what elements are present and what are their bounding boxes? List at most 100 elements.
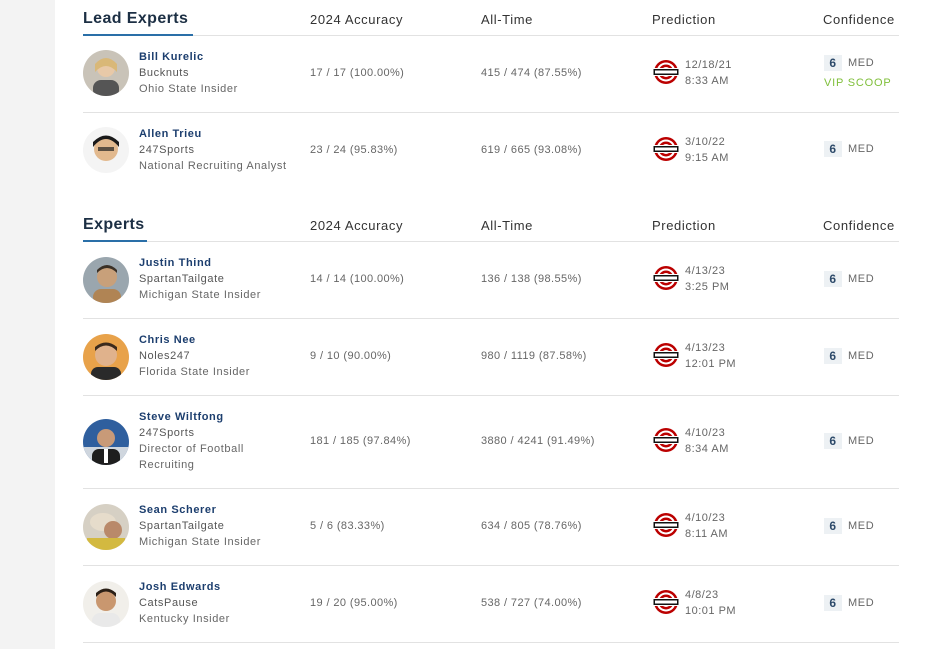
confidence: 6 MED bbox=[824, 348, 874, 364]
prediction-timestamp: 4/10/23 8:11 AM bbox=[685, 510, 728, 542]
expert-role: Michigan State Insider bbox=[139, 536, 262, 548]
section-title: Experts bbox=[83, 216, 145, 233]
section-title-underline bbox=[83, 34, 193, 36]
accuracy-value: 5 / 6 (83.33%) bbox=[310, 520, 385, 532]
prediction-date: 4/8/23 bbox=[685, 589, 719, 601]
table-row[interactable]: Steve Wiltfong 247Sports Director of Foo… bbox=[83, 396, 899, 489]
prediction-timestamp: 4/10/23 8:34 AM bbox=[685, 425, 729, 457]
confidence: 6 MED bbox=[824, 55, 874, 71]
section-title: Lead Experts bbox=[83, 10, 189, 27]
expert-org: SpartanTailgate bbox=[139, 520, 225, 532]
confidence: 6 MED bbox=[824, 271, 874, 287]
expert-role: Michigan State Insider bbox=[139, 289, 262, 301]
table-row[interactable]: Justin Thind SpartanTailgate Michigan St… bbox=[83, 242, 899, 319]
prediction-timestamp: 3/10/22 9:15 AM bbox=[685, 134, 729, 166]
expert-role: Florida State Insider bbox=[139, 366, 251, 378]
expert-name[interactable]: Justin Thind bbox=[139, 257, 212, 269]
expert-role: Kentucky Insider bbox=[139, 613, 230, 625]
confidence: 6 MED bbox=[824, 595, 874, 611]
ohio-state-logo-icon bbox=[652, 588, 680, 616]
expert-info: Justin Thind SpartanTailgate Michigan St… bbox=[139, 255, 261, 303]
col-prediction: Prediction bbox=[652, 218, 716, 233]
expert-avatar[interactable] bbox=[83, 581, 129, 627]
prediction-date: 4/10/23 bbox=[685, 427, 726, 439]
prediction-date: 4/13/23 bbox=[685, 342, 726, 354]
expert-role-continued: Recruiting bbox=[139, 459, 195, 471]
expert-info: Josh Edwards CatsPause Kentucky Insider bbox=[139, 579, 230, 627]
ohio-state-logo-icon bbox=[652, 135, 680, 163]
prediction-time: 8:34 AM bbox=[685, 443, 729, 455]
expert-avatar[interactable] bbox=[83, 257, 129, 303]
accuracy-value: 14 / 14 (100.00%) bbox=[310, 273, 405, 285]
expert-name[interactable]: Allen Trieu bbox=[139, 128, 202, 140]
table-row[interactable]: Chris Nee Noles247 Florida State Insider… bbox=[83, 319, 899, 396]
col-confidence: Confidence bbox=[823, 218, 895, 233]
expert-name[interactable]: Sean Scherer bbox=[139, 504, 217, 516]
col-accuracy: 2024 Accuracy bbox=[310, 218, 404, 233]
expert-avatar[interactable] bbox=[83, 334, 129, 380]
table-row[interactable]: Josh Edwards CatsPause Kentucky Insider … bbox=[83, 566, 899, 643]
col-alltime: All-Time bbox=[481, 218, 533, 233]
col-confidence: Confidence bbox=[823, 12, 895, 27]
table-row[interactable]: Bill Kurelic Bucknuts Ohio State Insider… bbox=[83, 36, 899, 113]
confidence-badge: 6 bbox=[824, 595, 842, 611]
prediction-timestamp: 12/18/21 8:33 AM bbox=[685, 57, 732, 89]
expert-org: SpartanTailgate bbox=[139, 273, 225, 285]
accuracy-value: 19 / 20 (95.00%) bbox=[310, 597, 398, 609]
prediction-time: 3:25 PM bbox=[685, 281, 730, 293]
expert-org: 247Sports bbox=[139, 144, 195, 156]
prediction-date: 12/18/21 bbox=[685, 59, 732, 71]
expert-name[interactable]: Bill Kurelic bbox=[139, 51, 204, 63]
ohio-state-logo-icon bbox=[652, 511, 680, 539]
expert-org: CatsPause bbox=[139, 597, 199, 609]
expert-org: Bucknuts bbox=[139, 67, 190, 79]
alltime-value: 538 / 727 (74.00%) bbox=[481, 597, 582, 609]
prediction-time: 9:15 AM bbox=[685, 152, 729, 164]
prediction-timestamp: 4/8/23 10:01 PM bbox=[685, 587, 736, 619]
alltime-value: 619 / 665 (93.08%) bbox=[481, 144, 582, 156]
accuracy-value: 181 / 185 (97.84%) bbox=[310, 435, 411, 447]
expert-avatar[interactable] bbox=[83, 419, 129, 465]
expert-avatar[interactable] bbox=[83, 127, 129, 173]
table-row[interactable]: Sean Scherer SpartanTailgate Michigan St… bbox=[83, 489, 899, 566]
expert-info: Chris Nee Noles247 Florida State Insider bbox=[139, 332, 250, 380]
confidence-level: MED bbox=[848, 597, 875, 609]
ohio-state-logo-icon bbox=[652, 426, 680, 454]
col-accuracy: 2024 Accuracy bbox=[310, 12, 404, 27]
confidence-badge: 6 bbox=[824, 55, 842, 71]
confidence-badge: 6 bbox=[824, 141, 842, 157]
expert-name[interactable]: Steve Wiltfong bbox=[139, 411, 224, 423]
expert-name[interactable]: Chris Nee bbox=[139, 334, 196, 346]
expert-info: Steve Wiltfong 247Sports Director of Foo… bbox=[139, 409, 244, 473]
confidence: 6 MED bbox=[824, 518, 874, 534]
confidence-level: MED bbox=[848, 57, 875, 69]
alltime-value: 136 / 138 (98.55%) bbox=[481, 273, 582, 285]
prediction-date: 3/10/22 bbox=[685, 136, 726, 148]
expert-avatar[interactable] bbox=[83, 504, 129, 550]
ohio-state-logo-icon bbox=[652, 341, 680, 369]
col-prediction: Prediction bbox=[652, 12, 716, 27]
alltime-value: 980 / 1119 (87.58%) bbox=[481, 350, 587, 362]
expert-org: Noles247 bbox=[139, 350, 191, 362]
accuracy-value: 23 / 24 (95.83%) bbox=[310, 144, 398, 156]
expert-name[interactable]: Josh Edwards bbox=[139, 581, 221, 593]
confidence-badge: 6 bbox=[824, 271, 842, 287]
experts-header: Experts 2024 Accuracy All-Time Predictio… bbox=[83, 206, 899, 242]
section-title-underline bbox=[83, 240, 147, 242]
prediction-time: 8:11 AM bbox=[685, 528, 729, 540]
expert-role: Director of Football bbox=[139, 443, 244, 455]
prediction-time: 10:01 PM bbox=[685, 605, 737, 617]
vip-scoop-label[interactable]: VIP SCOOP bbox=[824, 77, 892, 89]
confidence-level: MED bbox=[848, 520, 875, 532]
prediction-timestamp: 4/13/23 12:01 PM bbox=[685, 340, 736, 372]
confidence-badge: 6 bbox=[824, 433, 842, 449]
confidence: 6 MED bbox=[824, 433, 874, 449]
expert-role: Ohio State Insider bbox=[139, 83, 238, 95]
accuracy-value: 17 / 17 (100.00%) bbox=[310, 67, 405, 79]
confidence-level: MED bbox=[848, 350, 875, 362]
confidence-level: MED bbox=[848, 143, 875, 155]
table-row[interactable]: Allen Trieu 247Sports National Recruitin… bbox=[83, 113, 899, 188]
col-alltime: All-Time bbox=[481, 12, 533, 27]
prediction-time: 8:33 AM bbox=[685, 75, 729, 87]
expert-avatar[interactable] bbox=[83, 50, 129, 96]
